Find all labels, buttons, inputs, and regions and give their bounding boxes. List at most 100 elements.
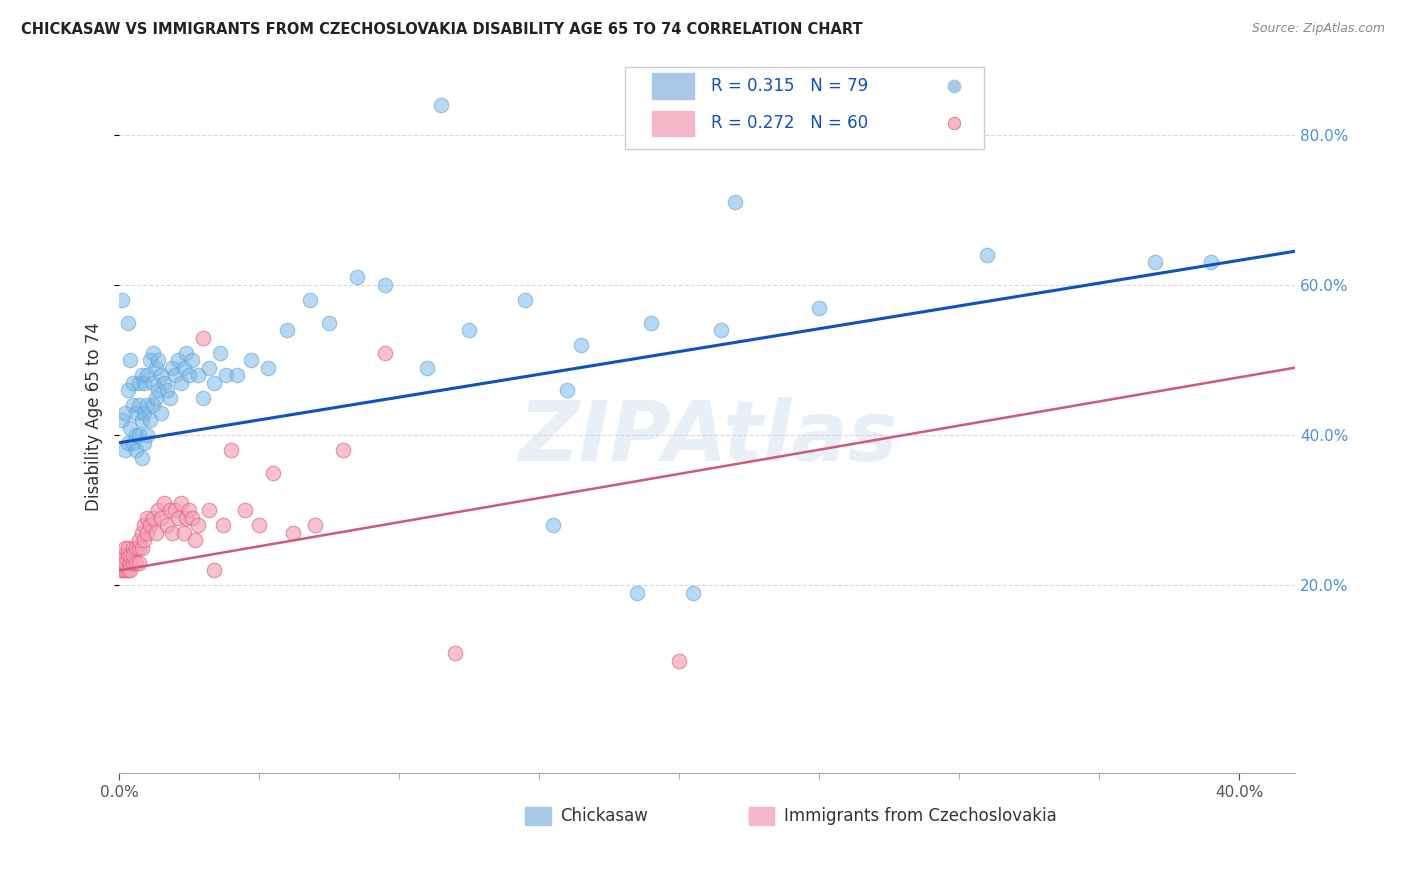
Point <box>120 549 142 563</box>
Point <box>162 360 184 375</box>
Point <box>131 368 153 383</box>
Point <box>159 503 181 517</box>
Text: Chickasaw: Chickasaw <box>561 807 648 825</box>
Point <box>640 316 662 330</box>
Point <box>117 564 139 578</box>
Point <box>225 368 247 383</box>
Point <box>122 435 145 450</box>
Point <box>204 564 226 578</box>
Point <box>281 525 304 540</box>
Point <box>150 368 173 383</box>
Point <box>247 518 270 533</box>
Point <box>136 511 159 525</box>
Point <box>122 376 145 390</box>
Point <box>221 443 243 458</box>
Point <box>976 248 998 262</box>
Point <box>111 413 134 427</box>
Point <box>153 496 176 510</box>
Point <box>198 360 221 375</box>
Text: R = 0.272   N = 60: R = 0.272 N = 60 <box>711 114 868 132</box>
Point <box>150 511 173 525</box>
Point <box>134 435 156 450</box>
Point <box>239 353 262 368</box>
Point <box>187 518 209 533</box>
Point <box>374 345 396 359</box>
Point <box>276 323 298 337</box>
Text: ZIPAtlas: ZIPAtlas <box>517 397 897 478</box>
Point <box>298 293 321 307</box>
Point <box>125 541 148 555</box>
Point <box>136 428 159 442</box>
Point <box>111 293 134 307</box>
Point <box>212 518 235 533</box>
Text: CHICKASAW VS IMMIGRANTS FROM CZECHOSLOVAKIA DISABILITY AGE 65 TO 74 CORRELATION : CHICKASAW VS IMMIGRANTS FROM CZECHOSLOVA… <box>21 22 863 37</box>
Point <box>117 383 139 397</box>
Point <box>136 398 159 412</box>
Point <box>724 195 747 210</box>
FancyBboxPatch shape <box>652 111 695 136</box>
Point <box>318 316 340 330</box>
Point <box>148 503 170 517</box>
Point <box>162 525 184 540</box>
Point <box>515 293 537 307</box>
Y-axis label: Disability Age 65 to 74: Disability Age 65 to 74 <box>86 322 103 511</box>
Point <box>117 316 139 330</box>
Point <box>122 541 145 555</box>
Point <box>145 360 167 375</box>
FancyBboxPatch shape <box>748 806 775 824</box>
Point <box>134 518 156 533</box>
Point <box>176 511 198 525</box>
Point <box>808 301 831 315</box>
Point <box>134 533 156 548</box>
FancyBboxPatch shape <box>652 73 695 99</box>
Point <box>125 443 148 458</box>
FancyBboxPatch shape <box>626 67 984 149</box>
Point <box>626 586 648 600</box>
Point <box>176 345 198 359</box>
Point <box>184 533 207 548</box>
Point <box>117 435 139 450</box>
Point <box>156 383 179 397</box>
Point <box>458 323 481 337</box>
Point <box>128 556 150 570</box>
Point <box>543 518 565 533</box>
Point <box>114 541 136 555</box>
Point <box>114 564 136 578</box>
Point <box>193 330 215 344</box>
Point <box>148 383 170 397</box>
Point <box>134 376 156 390</box>
Point <box>117 541 139 555</box>
Point <box>569 338 592 352</box>
Point <box>128 428 150 442</box>
Point <box>416 360 439 375</box>
Point <box>173 525 195 540</box>
Point <box>111 564 134 578</box>
Point <box>159 391 181 405</box>
Point <box>156 518 179 533</box>
Point <box>193 391 215 405</box>
Point <box>198 503 221 517</box>
Point <box>120 556 142 570</box>
Point <box>167 511 190 525</box>
Point <box>165 368 187 383</box>
Point <box>444 646 467 660</box>
Point <box>114 556 136 570</box>
Point <box>557 383 579 397</box>
Point <box>215 368 238 383</box>
Point <box>125 406 148 420</box>
Point <box>145 391 167 405</box>
Point <box>114 549 136 563</box>
FancyBboxPatch shape <box>524 806 551 824</box>
Point <box>304 518 326 533</box>
Point <box>165 503 187 517</box>
Point <box>150 406 173 420</box>
Point <box>167 353 190 368</box>
Point <box>153 376 176 390</box>
Point <box>142 345 165 359</box>
Point <box>125 556 148 570</box>
Point <box>1144 255 1167 269</box>
Point <box>131 450 153 465</box>
Point <box>209 345 232 359</box>
Point <box>120 353 142 368</box>
Point <box>111 564 134 578</box>
